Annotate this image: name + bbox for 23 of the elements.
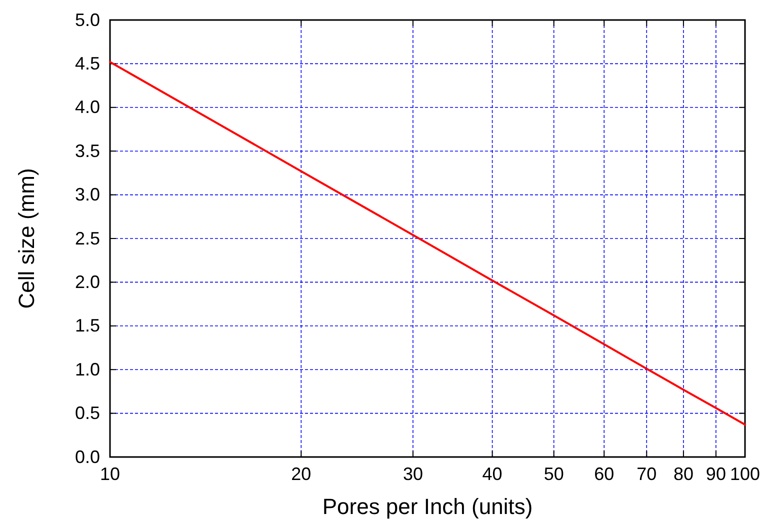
y-tick-label: 5.0 — [74, 10, 100, 30]
x-tick-label: 80 — [673, 464, 694, 484]
y-tick-label: 4.5 — [74, 53, 100, 74]
y-tick-label: 3.0 — [74, 184, 100, 205]
y-axis-title: Cell size (mm) — [14, 168, 39, 309]
x-tick-label: 100 — [730, 464, 760, 484]
x-tick-label: 40 — [482, 464, 502, 484]
x-tick-label: 10 — [100, 464, 120, 484]
x-tick-label: 60 — [594, 464, 614, 484]
x-tick-label: 90 — [706, 464, 726, 484]
x-tick-label: 20 — [291, 464, 312, 484]
x-tick-label: 30 — [402, 464, 423, 484]
y-tick-label: 0.0 — [74, 446, 100, 467]
y-tick-label: 0.5 — [74, 403, 100, 424]
y-tick-label: 3.5 — [74, 140, 100, 161]
y-tick-label: 1.5 — [74, 316, 100, 336]
y-tick-label: 2.5 — [74, 228, 100, 248]
y-tick-label: 2.0 — [74, 272, 100, 292]
x-tick-label: 70 — [636, 464, 657, 484]
y-tick-label: 4.0 — [74, 97, 100, 118]
x-axis-title: Pores per Inch (units) — [322, 494, 533, 519]
x-tick-label: 50 — [544, 464, 564, 484]
y-tick-label: 1.0 — [74, 359, 100, 380]
